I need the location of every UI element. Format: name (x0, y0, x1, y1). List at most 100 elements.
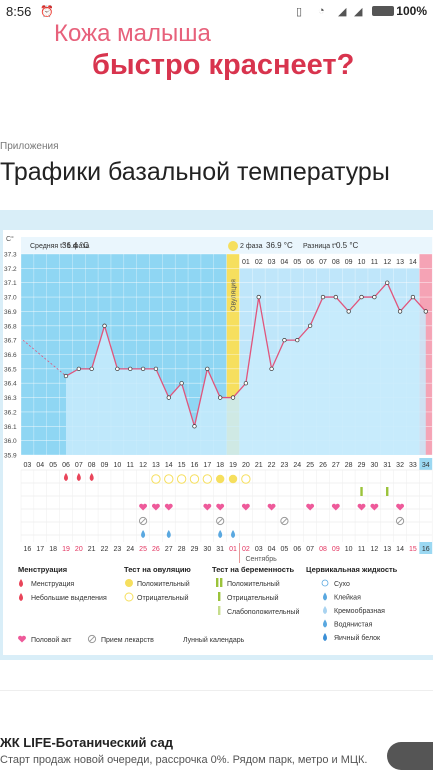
top-date: 08 (332, 259, 340, 266)
legend-cerv-sticky: Клейкая (334, 594, 361, 602)
date-label: 04 (268, 546, 276, 553)
temperature-point (179, 381, 184, 386)
ad-banner[interactable]: Кожа малыша быстро краснеет? (0, 20, 433, 100)
intercourse-heart-icon (203, 503, 212, 511)
cycle-day-label: 10 (113, 462, 121, 469)
y-tick: 35.9 (4, 453, 17, 460)
top-date: 13 (396, 259, 404, 266)
legend-cerv-dry: Сухо (334, 581, 350, 588)
ad-block[interactable] (0, 690, 433, 771)
legend-ov-positive: Положительный (137, 580, 190, 588)
ad-subtitle: Старт продаж новой очереди, рассрочка 0%… (0, 754, 368, 766)
cycle-day-label: 24 (293, 462, 301, 469)
cycle-day-label: 04 (36, 462, 44, 469)
banner-line2: быстро краснеет? (92, 49, 355, 81)
clock: 8:56 (6, 4, 32, 19)
intercourse-heart-icon (216, 503, 225, 511)
legend-preg-positive: Положительный (227, 580, 280, 588)
legend-mens-header: Менструация (18, 565, 67, 574)
temperature-point (410, 294, 416, 300)
legend-preg-positive-icon2 (220, 578, 223, 587)
legend-medication-pill-icon-line (89, 636, 95, 642)
date-label: 05 (281, 546, 289, 553)
cycle-day-label: 22 (268, 462, 276, 469)
temperature-area (65, 282, 426, 455)
date-label: 11 (358, 546, 365, 553)
date-label: 27 (165, 546, 173, 553)
date-label: 26 (152, 546, 160, 553)
ovulation-test-negative-icon (176, 474, 187, 484)
temperature-point (128, 366, 133, 372)
intercourse-heart-icon (306, 503, 315, 511)
medication-pill-icon-line (281, 518, 288, 524)
temperature-point (115, 366, 120, 372)
date-label: 06 (293, 546, 301, 553)
cycle-day-label: 20 (242, 462, 250, 469)
y-tick: 37.2 (4, 266, 17, 273)
baseline-dash (22, 339, 67, 377)
temperature-point (153, 366, 159, 372)
cycle-day-label: 11 (127, 462, 134, 469)
y-tick: 36.6 (4, 352, 17, 359)
cycle-day-label: 07 (75, 462, 83, 469)
temperature-point (243, 381, 249, 386)
cycle-day-label: 19 (229, 462, 237, 469)
legend-preg-weak-icon (218, 606, 221, 615)
ad-go-button[interactable] (387, 742, 433, 770)
ad-title[interactable]: ЖК LIFE-Ботанический сад (0, 735, 173, 750)
temperature-point (333, 294, 338, 300)
ovulation-test-negative-icon (189, 474, 200, 484)
cervical-watery-icon (166, 530, 171, 538)
legend-spotting-drop-icon (19, 593, 23, 601)
date-label: 15 (409, 546, 417, 553)
top-date: 11 (371, 259, 378, 266)
date-label: 10 (345, 546, 353, 553)
date-label: 18 (49, 546, 57, 553)
ovulation-test-negative-icon (241, 474, 251, 484)
phase2-avg: 36.9 °C (266, 241, 293, 250)
legend-cerv-dry-icon (321, 579, 329, 587)
cycle-day-label: 30 (370, 462, 378, 469)
top-date: 09 (345, 259, 353, 266)
date-label: 17 (36, 546, 44, 553)
temperature-point (307, 323, 313, 328)
cycle-day-label: 25 (306, 462, 314, 469)
temperature-point (372, 294, 377, 300)
pregnancy-test-positive-icon (386, 487, 389, 496)
cycle-day-label: 14 (165, 462, 173, 469)
temperature-point (205, 366, 210, 372)
legend-lunar-icon (175, 634, 180, 644)
battery-level: 100% (396, 4, 427, 18)
chart-header (21, 237, 433, 254)
date-label: 12 (370, 546, 378, 553)
legend-medication: Прием лекарств (101, 637, 154, 644)
legend-cerv-watery-icon (323, 619, 327, 628)
top-date: 03 (268, 259, 276, 266)
temperature-point (230, 395, 236, 400)
cycle-day-label: 23 (281, 462, 289, 469)
top-date: 02 (255, 259, 263, 266)
top-date: 10 (358, 259, 366, 266)
y-tick: 37.3 (4, 252, 17, 259)
intercourse-heart-icon (267, 503, 276, 511)
date-label: 02 (242, 546, 250, 553)
y-tick: 37.1 (4, 280, 17, 287)
intercourse-heart-icon (151, 503, 160, 511)
status-bar: 8:56 ⏰ ▯ ◔ ◢ ◢ 100% (0, 0, 433, 22)
temperature-point (397, 309, 403, 314)
y-tick: 36.8 (4, 323, 17, 330)
breadcrumb[interactable]: Приложения (0, 141, 59, 152)
legend-mens: Менструация (31, 581, 74, 588)
y-tick: 36.4 (4, 381, 17, 388)
temperature-point (218, 395, 223, 400)
date-label: 07 (306, 546, 314, 553)
y-tick: 36.5 (4, 366, 17, 373)
cycle-day-label: 21 (255, 462, 263, 469)
legend-preg-header: Тест на беременность (212, 565, 295, 574)
temperature-point (282, 337, 287, 343)
top-date: 01 (242, 259, 250, 266)
phase1-label: Средняя t° 1 фаза (30, 242, 89, 250)
temperature-point (192, 424, 197, 429)
cycle-day-label: 34 (422, 462, 430, 469)
